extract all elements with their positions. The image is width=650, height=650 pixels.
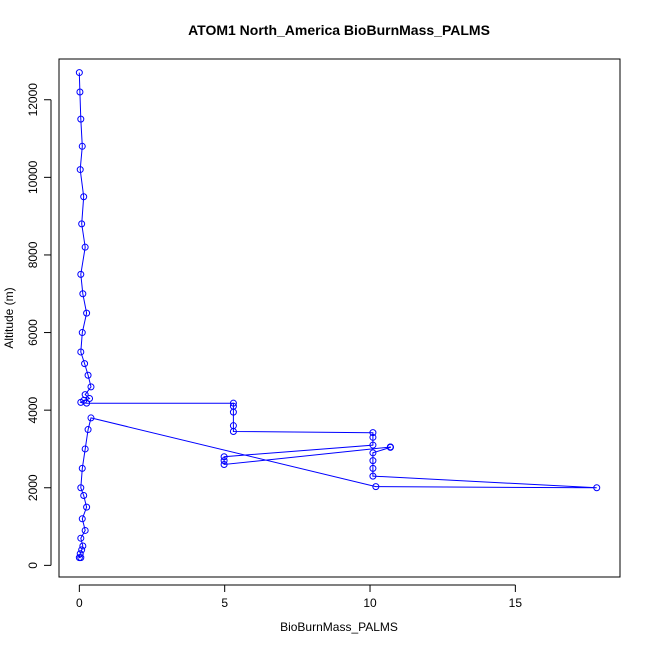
data-point — [78, 515, 86, 523]
data-point — [81, 243, 89, 251]
data-point — [75, 69, 83, 77]
series-line-0 — [78, 72, 597, 559]
data-point — [220, 460, 228, 468]
data-point — [593, 484, 601, 492]
x-axis: 0 5 10 15 — [76, 584, 523, 610]
data-point — [78, 464, 86, 472]
data-point — [220, 457, 228, 465]
plot-frame — [58, 58, 621, 578]
data-point — [84, 371, 92, 379]
data-point — [78, 329, 86, 337]
data-point — [83, 503, 91, 511]
y-axis-label: Altitude (m) — [2, 287, 16, 348]
data-point — [83, 309, 91, 317]
data-point — [369, 457, 377, 465]
y-tick-label-5: 10000 — [26, 160, 40, 194]
data-point — [220, 453, 228, 461]
data-point — [83, 399, 91, 407]
data-point — [369, 429, 377, 437]
y-tick-label-1: 2000 — [26, 474, 40, 501]
data-point — [77, 115, 85, 123]
data-point — [84, 426, 92, 434]
data-point — [87, 383, 95, 391]
data-point — [80, 193, 88, 201]
y-tick-label-6: 12000 — [26, 83, 40, 117]
data-point — [77, 270, 85, 278]
series-0 — [75, 69, 601, 562]
data-point — [369, 433, 377, 441]
data-point — [79, 290, 87, 298]
y-axis: 0 2000 4000 6000 8000 10000 12000 — [26, 83, 52, 569]
data-point — [78, 142, 86, 150]
data-point — [76, 88, 84, 96]
chart-title: ATOM1 North_America BioBurnMass_PALMS — [188, 22, 490, 38]
data-point — [386, 443, 394, 451]
data-point — [78, 546, 86, 554]
series-layer — [75, 69, 601, 562]
y-tick-label-0: 0 — [26, 562, 40, 569]
data-point — [76, 166, 84, 174]
data-point — [229, 399, 237, 407]
y-tick-label-3: 6000 — [26, 319, 40, 346]
x-tick-label-2: 10 — [363, 596, 377, 610]
data-point — [369, 441, 377, 449]
data-point — [77, 484, 85, 492]
x-axis-label: BioBurnMass_PALMS — [280, 620, 398, 634]
data-point — [229, 408, 237, 416]
data-point — [80, 492, 88, 500]
data-point — [81, 360, 89, 368]
data-point — [87, 414, 95, 422]
x-tick-label-0: 0 — [76, 596, 83, 610]
data-point — [372, 483, 380, 491]
data-point — [81, 445, 89, 453]
data-point — [78, 220, 86, 228]
data-point — [369, 464, 377, 472]
data-point — [77, 534, 85, 542]
y-tick-label-2: 4000 — [26, 396, 40, 423]
data-point — [81, 526, 89, 534]
x-tick-label-1: 5 — [221, 596, 228, 610]
data-point — [77, 554, 85, 562]
data-point — [369, 472, 377, 480]
data-point — [229, 427, 237, 435]
data-point — [369, 449, 377, 457]
data-point — [77, 348, 85, 356]
data-point — [76, 550, 84, 558]
y-tick-label-4: 8000 — [26, 241, 40, 268]
x-tick-label-3: 15 — [509, 596, 523, 610]
data-point — [79, 542, 87, 550]
